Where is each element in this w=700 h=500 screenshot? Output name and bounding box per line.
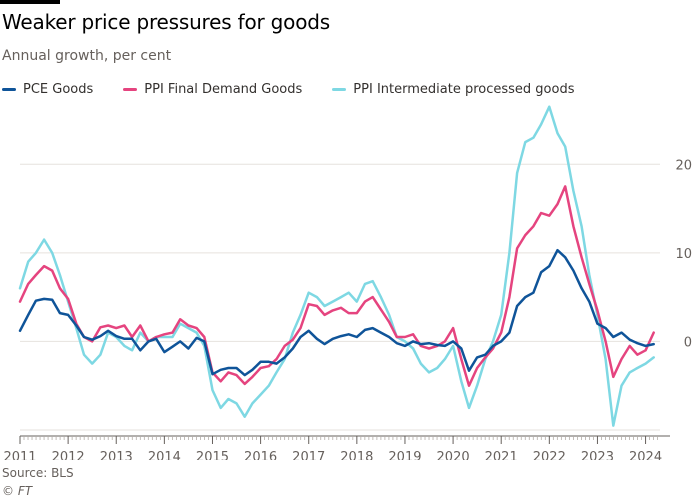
legend-item-pce-goods: PCE Goods <box>2 82 93 97</box>
y-tick-label-10: 10 <box>675 247 692 262</box>
x-tick-label-2018: 2018 <box>340 450 373 460</box>
copyright-note: © FT <box>2 484 33 498</box>
legend-swatch-pce-goods <box>2 87 16 91</box>
x-tick-label-2015: 2015 <box>196 450 229 460</box>
x-tick-label-2021: 2021 <box>485 450 518 460</box>
x-tick-label-2023: 2023 <box>581 450 614 460</box>
legend-swatch-ppi-final-demand-goods <box>123 87 138 91</box>
x-tick-label-2014: 2014 <box>148 450 181 460</box>
chart-title: Weaker price pressures for goods <box>2 10 330 34</box>
brand-bar <box>0 0 60 4</box>
series-line-ppi-final-demand-goods <box>18 185 655 387</box>
legend-item-ppi-final-demand-goods: PPI Final Demand Goods <box>123 82 302 97</box>
series-line-pce-goods <box>18 248 655 377</box>
x-tick-label-2011: 2011 <box>3 450 36 460</box>
chart-subtitle: Annual growth, per cent <box>2 48 172 64</box>
x-tick-label-2012: 2012 <box>52 450 85 460</box>
y-tick-label-20: 20 <box>675 158 692 173</box>
legend-label-ppi-final-demand-goods: PPI Final Demand Goods <box>144 81 303 97</box>
x-tick-label-2022: 2022 <box>533 450 566 460</box>
x-tick-label-2020: 2020 <box>437 450 470 460</box>
x-tick-label-2017: 2017 <box>292 450 325 460</box>
line-chart: 0 10 20 2011 2012 2013 2014 2015 2016 2017 2018 201… <box>3 105 692 460</box>
legend-label-pce-goods: PCE Goods <box>23 81 94 97</box>
source-note: Source: BLS <box>2 466 74 480</box>
x-tick-label-2013: 2013 <box>100 450 133 460</box>
series-line-ppi-intermediate-processed-goods <box>18 105 655 427</box>
legend-item-ppi-intermediate-goods: PPI Intermediate processed goods <box>332 82 574 97</box>
x-tick-label-2016: 2016 <box>244 450 277 460</box>
x-tick-label-2019: 2019 <box>388 450 421 460</box>
y-tick-label-0: 0 <box>684 335 692 350</box>
chart-legend: PCE Goods PPI Final Demand Goods PPI Int… <box>2 80 604 98</box>
legend-swatch-ppi-intermediate-goods <box>332 87 347 91</box>
legend-label-ppi-intermediate-goods: PPI Intermediate processed goods <box>353 81 575 97</box>
x-tick-label-2024: 2024 <box>629 450 662 460</box>
